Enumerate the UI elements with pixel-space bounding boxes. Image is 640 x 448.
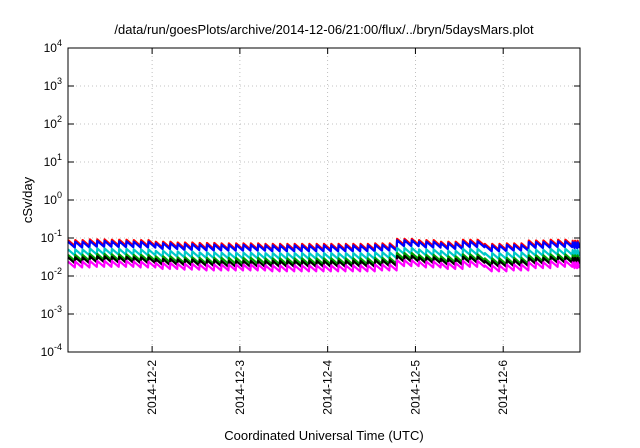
y-tick-label: 10-3 [41,304,62,321]
y-tick-exponent: 2 [57,114,62,124]
grid-lines [68,47,580,353]
x-tick-label: 2014-12-3 [233,360,247,415]
series-layer [67,237,581,273]
y-tick-base: 10 [41,269,55,283]
axis-ticks: 10-410-310-210-11001011021031042014-12-2… [41,38,580,415]
y-tick-exponent: 0 [57,190,62,200]
y-tick-base: 10 [44,79,58,93]
y-tick-label: 101 [44,152,62,169]
chart-title: /data/run/goesPlots/archive/2014-12-06/2… [114,22,534,37]
y-tick-label: 103 [44,76,62,93]
y-tick-label: 10-2 [41,266,62,283]
y-tick-exponent: -1 [54,228,62,238]
y-tick-base: 10 [44,117,58,131]
y-tick-exponent: -4 [54,342,62,352]
y-tick-exponent: 3 [57,76,62,86]
x-tick-label: 2014-12-5 [408,360,422,415]
y-tick-label: 10-1 [41,228,62,245]
y-tick-exponent: -3 [54,304,62,314]
y-tick-label: 10-4 [41,342,62,359]
y-tick-base: 10 [44,193,58,207]
y-tick-base: 10 [44,155,58,169]
x-tick-label: 2014-12-4 [321,360,335,415]
x-axis-label: Coordinated Universal Time (UTC) [224,428,423,443]
y-tick-exponent: 1 [57,152,62,162]
y-tick-base: 10 [41,231,55,245]
x-tick-label: 2014-12-2 [145,360,159,415]
y-tick-base: 10 [41,307,55,321]
y-tick-exponent: -2 [54,266,62,276]
series-line-5 [67,259,581,273]
y-tick-base: 10 [41,345,55,359]
y-tick-exponent: 4 [57,38,62,48]
series-line-1 [67,239,581,253]
y-tick-label: 102 [44,114,62,131]
y-tick-label: 104 [44,38,62,55]
y-tick-label: 100 [44,190,62,207]
y-axis-label: cSv/day [20,176,35,223]
y-tick-base: 10 [44,41,58,55]
x-tick-label: 2014-12-6 [496,360,510,415]
